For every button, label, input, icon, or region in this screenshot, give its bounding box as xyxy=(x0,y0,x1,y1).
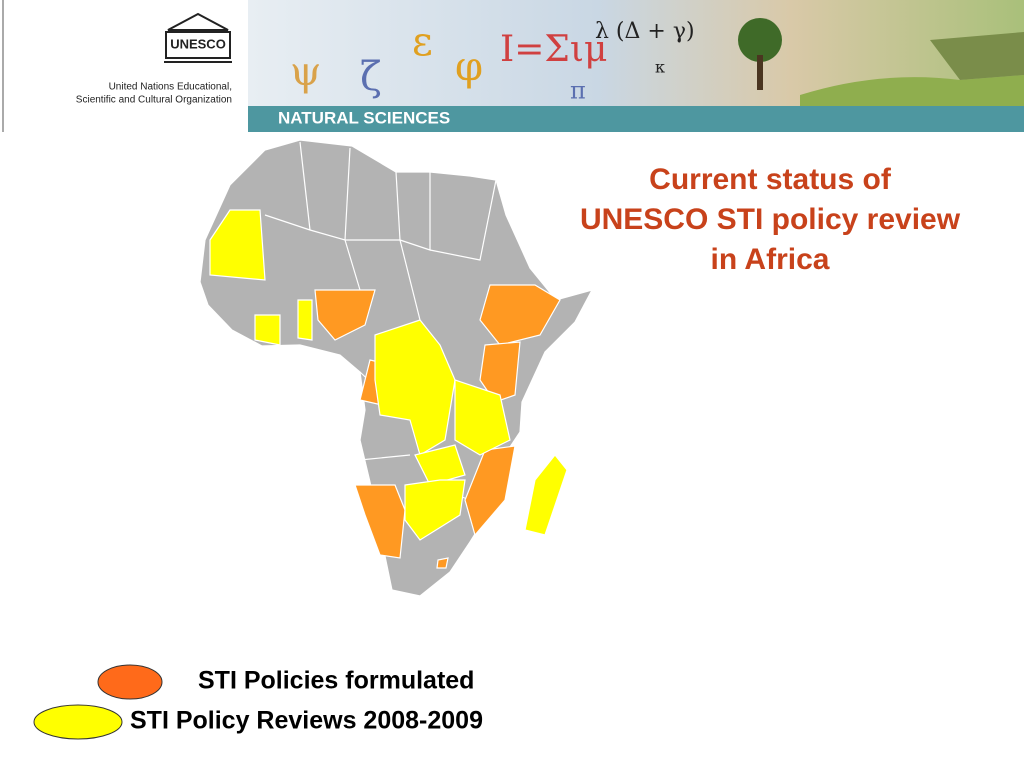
orange-country xyxy=(314,289,376,341)
section-bar xyxy=(248,106,1024,132)
legend: STI Policies formulated STI Policy Review… xyxy=(33,664,483,740)
orange-country xyxy=(354,484,406,559)
yellow-country xyxy=(374,319,456,456)
slide-title: Current status of UNESCO STI policy revi… xyxy=(580,163,961,276)
yellow-country xyxy=(454,379,511,456)
symbol: I=Σιμ xyxy=(500,29,607,70)
yellow-country xyxy=(524,454,568,536)
orange-country xyxy=(479,341,521,403)
symbol: φ xyxy=(455,44,483,90)
legend-swatch xyxy=(33,704,123,740)
unesco-logo xyxy=(164,12,232,63)
yellow-country xyxy=(254,314,281,346)
banner-symbols: ψ ζ ε φ I=Σιμ λ (Δ + γ) κ π xyxy=(290,19,695,105)
logo-text: UNESCO xyxy=(170,36,226,51)
orange-country xyxy=(436,557,449,569)
symbol: ψ xyxy=(290,49,321,95)
title-line: Current status of xyxy=(649,163,892,196)
yellow-country xyxy=(404,479,466,541)
org-name: Scientific and Cultural Organization xyxy=(76,95,232,106)
legend-label: STI Policy Reviews 2008-2009 xyxy=(130,707,483,735)
yellow-country xyxy=(414,444,466,486)
title-line: UNESCO STI policy review xyxy=(580,203,961,236)
africa-map xyxy=(199,139,594,597)
symbol: κ xyxy=(655,58,665,77)
symbol: λ (Δ + γ) xyxy=(595,19,695,44)
yellow-country xyxy=(297,299,313,341)
orange-country xyxy=(464,445,516,537)
symbol: ε xyxy=(412,19,433,65)
orange-country xyxy=(479,284,561,346)
symbol: π xyxy=(570,77,586,105)
section-title: NATURAL SCIENCES xyxy=(278,108,450,127)
legend-label: STI Policies formulated xyxy=(198,667,474,695)
symbol: ζ xyxy=(360,54,382,100)
legend-swatch xyxy=(97,664,163,700)
yellow-country xyxy=(209,209,266,281)
org-name: United Nations Educational, xyxy=(109,82,232,93)
title-line: in Africa xyxy=(711,243,830,276)
landscape xyxy=(738,18,1024,106)
